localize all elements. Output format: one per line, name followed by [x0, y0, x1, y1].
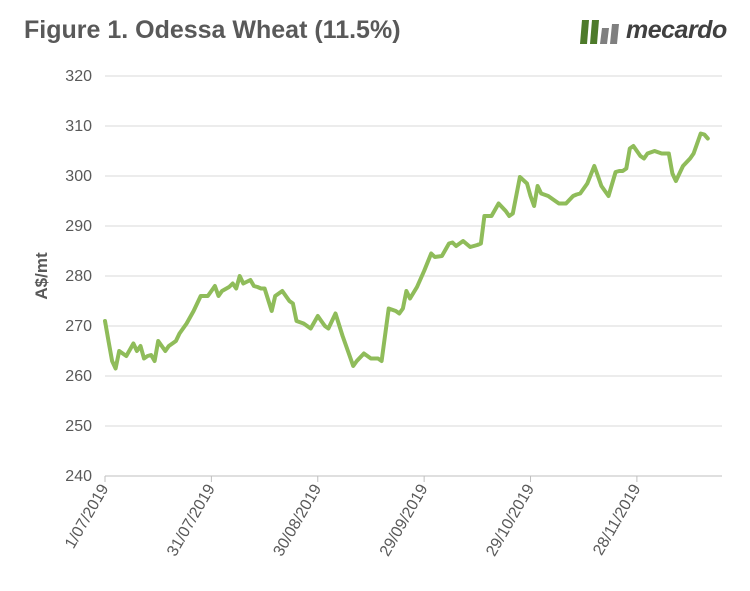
brand-name: mecardo — [626, 16, 727, 44]
y-tick-label: 260 — [65, 368, 92, 385]
x-tick-label: 1/07/2019 — [62, 481, 112, 551]
x-tick-label: 30/08/2019 — [270, 481, 325, 559]
x-tick-label: 31/07/2019 — [164, 481, 219, 559]
y-axis-label: A$/mt — [32, 252, 51, 300]
x-axis-ticks: 1/07/2019 31/07/2019 30/08/2019 29/09/2019 2… — [62, 476, 644, 559]
mecardo-logo-icon — [580, 20, 619, 44]
brand-logo: mecardo — [580, 14, 740, 48]
y-tick-label: 300 — [65, 168, 92, 185]
series-line — [103, 131, 710, 371]
y-axis-ticks: 240 250 260 270 280 290 300 310 320 — [65, 68, 92, 485]
y-tick-label: 240 — [65, 468, 92, 485]
gridlines — [105, 75, 722, 477]
y-tick-label: 290 — [65, 218, 92, 235]
y-tick-label: 320 — [65, 68, 92, 85]
x-tick-label: 29/09/2019 — [377, 481, 432, 559]
x-tick-label: 28/11/2019 — [590, 481, 644, 558]
y-tick-label: 250 — [65, 418, 92, 435]
y-tick-label: 280 — [65, 268, 92, 285]
series-group — [103, 131, 710, 371]
x-tick-label: 29/10/2019 — [483, 481, 538, 559]
y-tick-label: 270 — [65, 318, 92, 335]
chart-title: Figure 1. Odessa Wheat (11.5%) — [24, 16, 401, 44]
y-tick-label: 310 — [65, 118, 92, 135]
